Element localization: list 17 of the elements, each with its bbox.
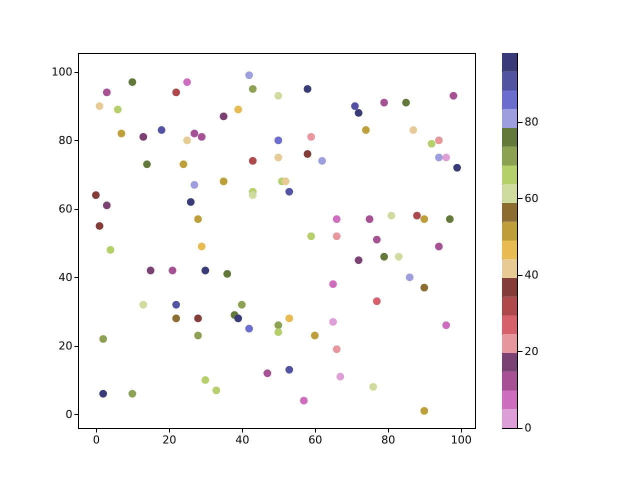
x-tick-label: 0 [92,434,100,446]
color-bar-label: 20 [524,344,538,358]
color-bar-label: 80 [524,115,538,128]
y-tick-label: 20 [58,339,72,352]
x-tick-label: 100 [450,434,472,446]
x-tick-label: 40 [235,434,250,446]
x-tick-label: 80 [381,434,396,446]
y-tick-label: 60 [58,202,72,216]
x-tick-label: 60 [308,434,322,446]
color-bar-label: 60 [524,192,538,205]
color-bar-label: 40 [524,268,538,282]
color-bar-label: 0 [524,422,532,434]
y-tick-label: 100 [52,65,72,78]
y-tick-label: 0 [66,408,72,421]
y-tick-label: 40 [58,270,72,284]
y-tick-label: 80 [58,134,72,147]
x-tick-label: 20 [162,434,176,446]
